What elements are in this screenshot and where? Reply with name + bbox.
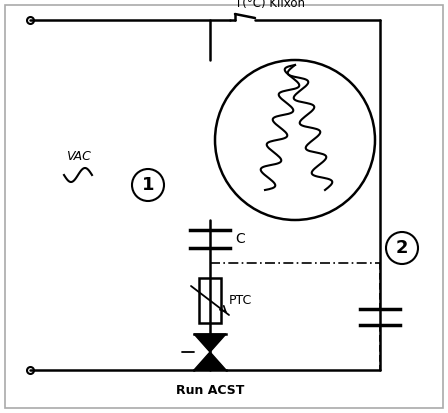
Text: PTC: PTC bbox=[229, 294, 252, 307]
Text: 2: 2 bbox=[396, 239, 408, 257]
Text: 1: 1 bbox=[142, 176, 154, 194]
Polygon shape bbox=[194, 352, 226, 370]
Bar bbox=[199, 278, 221, 323]
Polygon shape bbox=[194, 334, 226, 352]
Text: Run ACST: Run ACST bbox=[176, 384, 244, 397]
Text: C: C bbox=[235, 232, 245, 246]
Text: VAC: VAC bbox=[65, 150, 90, 163]
Text: T(°C) Klixon: T(°C) Klixon bbox=[235, 0, 305, 10]
